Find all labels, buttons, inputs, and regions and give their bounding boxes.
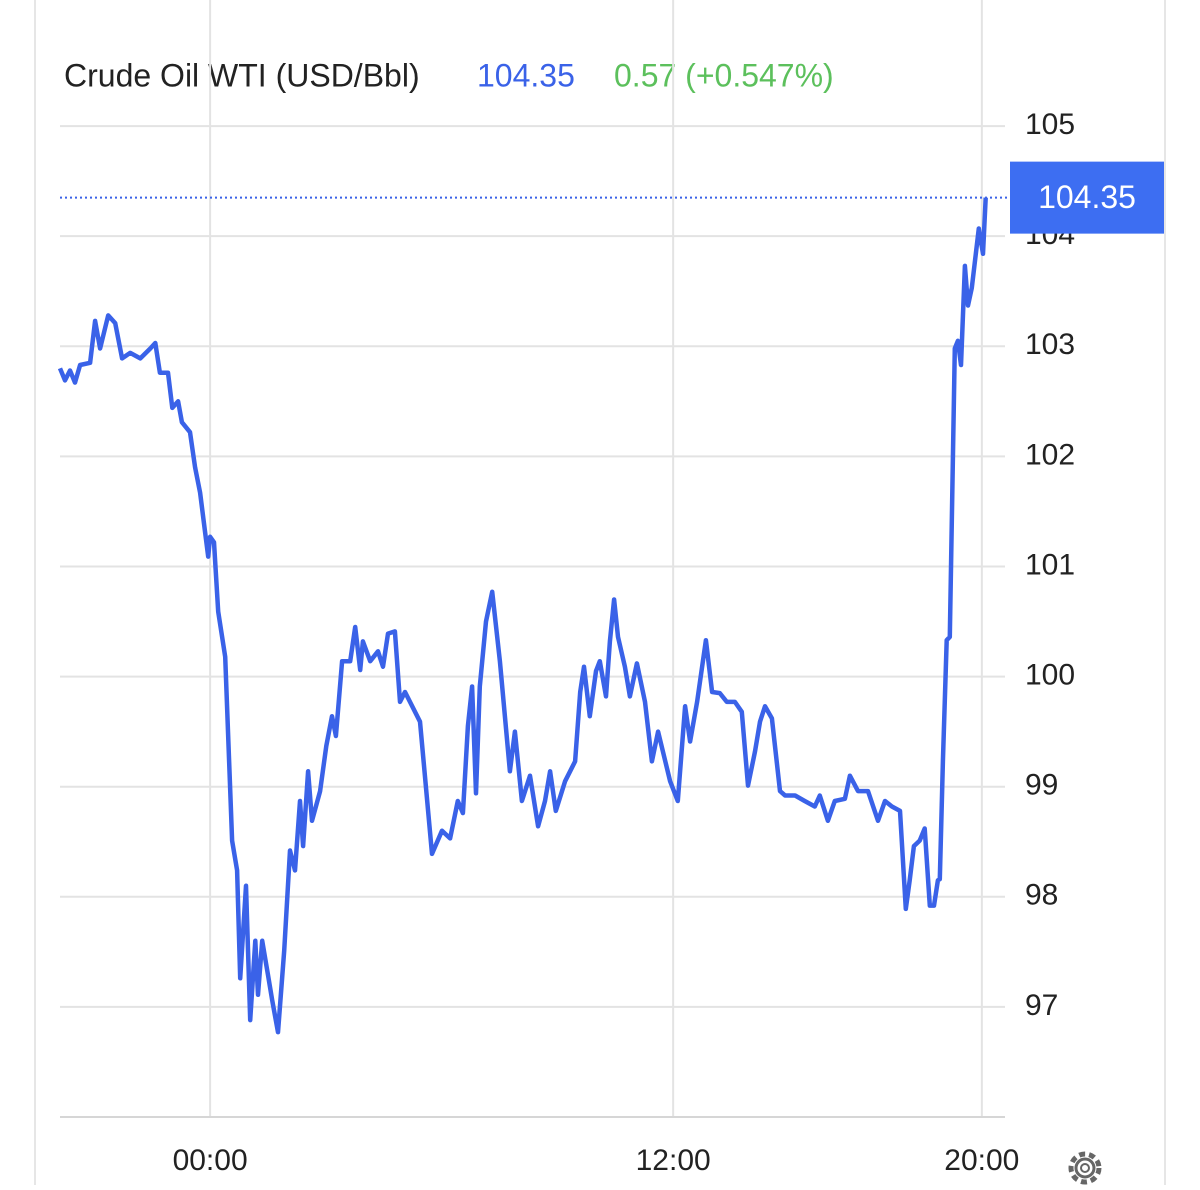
last-price: 104.35 <box>477 57 575 93</box>
x-tick-label: 20:00 <box>944 1144 1019 1177</box>
price-line <box>57 197 988 1035</box>
y-tick-label: 100 <box>1025 659 1075 692</box>
gear-teeth <box>1068 1151 1102 1185</box>
price-change: 0.57 (+0.547%) <box>614 57 834 93</box>
x-tick-label: 12:00 <box>636 1144 711 1177</box>
y-tick-label: 99 <box>1025 769 1058 802</box>
settings-icon[interactable] <box>1068 1151 1102 1185</box>
y-tick-label: 103 <box>1025 328 1075 361</box>
gear-hole <box>1080 1163 1090 1173</box>
last-price-badge <box>1010 161 1164 234</box>
gear-body <box>1074 1157 1096 1179</box>
y-tick-label: 97 <box>1025 989 1058 1022</box>
x-tick-label: 00:00 <box>173 1144 248 1177</box>
y-tick-label: 102 <box>1025 438 1075 471</box>
chart-title: Crude Oil WTI (USD/Bbl) <box>64 57 420 93</box>
y-tick-label: 101 <box>1025 548 1075 581</box>
last-price-badge-label: 104.35 <box>1038 179 1136 215</box>
y-tick-label: 105 <box>1025 108 1075 141</box>
y-tick-label: 98 <box>1025 879 1058 912</box>
